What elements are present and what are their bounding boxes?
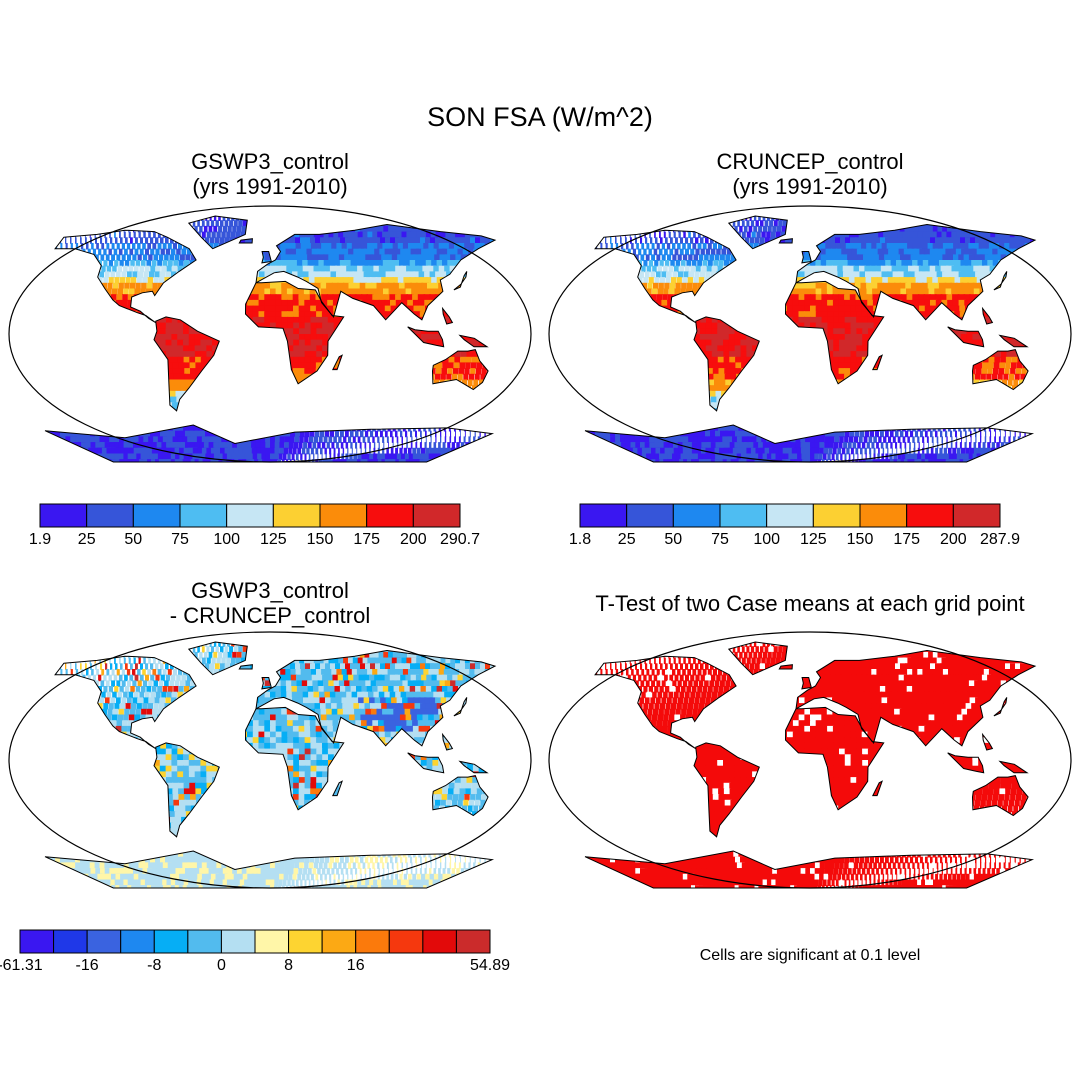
coastline	[584, 215, 1037, 463]
colorbar-swatch	[220, 929, 256, 954]
colorbar-tick-label: -8	[147, 957, 161, 974]
colorbar-tick-label: 125	[260, 531, 287, 548]
colorbar-swatch	[422, 929, 457, 954]
colorbar-tick-label: 125	[800, 531, 827, 548]
colorbar-swatch	[19, 929, 55, 954]
colorbar-swatch	[672, 503, 721, 528]
figure-title: SON FSA (W/m^2)	[427, 102, 653, 132]
colorbar-swatch	[120, 929, 155, 954]
colorbar-swatch	[906, 503, 954, 528]
colorbar-swatch	[53, 929, 88, 954]
colorbar-difference: -61.31 -16 -8 0 8 16 54.89	[0, 929, 510, 974]
colorbar-swatch	[272, 503, 321, 528]
coastline	[44, 215, 497, 463]
colorbar-swatch	[86, 503, 134, 528]
colorbar-swatch	[719, 503, 768, 528]
colorbar-swatch	[319, 503, 368, 528]
panel1-title-line1: GSWP3_control	[191, 149, 349, 174]
colorbar-swatch	[455, 929, 491, 954]
panel3-title: GSWP3_control - CRUNCEP_control	[40, 578, 500, 628]
colorbar-swatch	[132, 503, 181, 528]
colorbar-swatch	[187, 929, 222, 954]
colorbar-tick-label: 8	[284, 957, 293, 974]
colorbar-tick-label: -16	[76, 957, 99, 974]
colorbar-gswp3: 1.9 25 50 75 100 125 150 175 200 290.7	[29, 503, 480, 548]
panel2-title-line1: CRUNCEP_control	[716, 149, 904, 174]
colorbar-tick-label: 150	[847, 531, 874, 548]
colorbar-tick-label: 100	[213, 531, 240, 548]
colorbar-tick-label: 200	[400, 531, 427, 548]
colorbar-cruncep: 1.8 25 50 75 100 125 150 175 200 287.9	[569, 503, 1020, 548]
panel2-title-line2: (yrs 1991-2010)	[732, 173, 888, 199]
colorbar-swatch	[321, 929, 357, 954]
panel1-title-line2: (yrs 1991-2010)	[192, 173, 348, 199]
colorbar-tick-label: 75	[171, 531, 189, 548]
colorbar-tick-label: 290.7	[440, 531, 480, 548]
colorbar-tick-label: -61.31	[0, 957, 43, 974]
colorbar-swatch	[812, 503, 861, 528]
colorbar-tick-label: 0	[217, 957, 226, 974]
colorbar-swatch	[952, 503, 1001, 528]
colorbar-tick-label: 25	[78, 531, 96, 548]
colorbar-tick-label: 75	[711, 531, 729, 548]
colorbar-tick-label: 100	[753, 531, 780, 548]
map-difference	[8, 631, 532, 889]
colorbar-swatch	[288, 929, 323, 954]
colorbar-tick-label: 54.89	[470, 957, 510, 974]
map-cruncep-control	[548, 205, 1072, 463]
colorbar-tick-label: 50	[124, 531, 142, 548]
colorbar-swatch	[859, 503, 908, 528]
colorbar-tick-label: 200	[940, 531, 967, 548]
colorbar-tick-label: 1.9	[29, 531, 51, 548]
panel1-title: GSWP3_control (yrs 1991-2010)	[40, 149, 500, 199]
panel3-title-line2: - CRUNCEP_control	[169, 602, 371, 628]
colorbar-tick-label: 150	[307, 531, 334, 548]
panel3-title-line1: GSWP3_control	[191, 578, 349, 603]
colorbar-swatch	[179, 503, 228, 528]
panel4-title: T-Test of two Case means at each grid po…	[595, 591, 1025, 616]
coastline	[44, 641, 497, 889]
colorbar-swatch	[766, 503, 814, 528]
colorbar-swatch	[86, 929, 122, 954]
colorbar-tick-label: 1.8	[569, 531, 591, 548]
colorbar-tick-label: 16	[347, 957, 365, 974]
colorbar-swatch	[412, 503, 461, 528]
map-border	[548, 631, 1072, 889]
colorbar-tick-label: 25	[618, 531, 636, 548]
colorbar-swatch	[388, 929, 424, 954]
map-border	[8, 631, 532, 889]
colorbar-swatch	[366, 503, 414, 528]
map-border	[548, 205, 1072, 463]
colorbar-tick-label: 287.9	[980, 531, 1020, 548]
colorbar-tick-label: 50	[664, 531, 682, 548]
colorbar-tick-label: 175	[353, 531, 380, 548]
map-t-test-significance	[548, 631, 1072, 889]
colorbar-swatch	[626, 503, 674, 528]
panel2-title: CRUNCEP_control (yrs 1991-2010)	[580, 149, 1040, 199]
colorbar-swatch	[226, 503, 274, 528]
map-gswp3-control	[8, 205, 532, 463]
colorbar-swatch	[153, 929, 189, 954]
colorbar-swatch	[579, 503, 628, 528]
significance-note: Cells are significant at 0.1 level	[699, 947, 921, 964]
colorbar-swatch	[254, 929, 290, 954]
coastline	[584, 641, 1037, 889]
colorbar-tick-label: 175	[893, 531, 920, 548]
colorbar-swatch	[355, 929, 390, 954]
map-border	[8, 205, 532, 463]
colorbar-swatch	[39, 503, 88, 528]
